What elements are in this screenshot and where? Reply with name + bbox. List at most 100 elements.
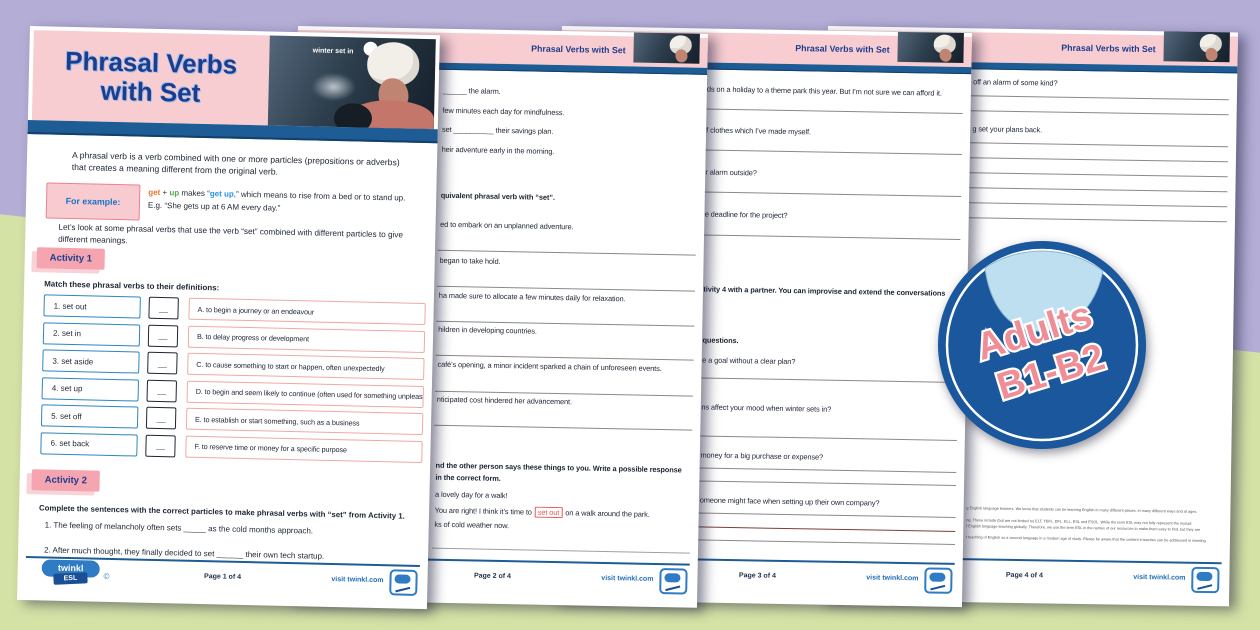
match-row: 3. set aside __ C. to cause something to s… — [42, 349, 425, 381]
worksheet-line: nticipated cost hindered her advancement… — [436, 394, 573, 407]
page-title: Phrasal Verbs with Set — [32, 46, 269, 110]
example-tail: ,” which means to rise from a bed or to … — [233, 189, 406, 203]
answer-line — [969, 202, 1228, 208]
activity2-instruction: Complete the sentences with the correct … — [38, 503, 405, 521]
twinkl-badge-logo — [1191, 566, 1220, 594]
match-row: 1. set out __ A. to begin a journey or an … — [43, 294, 426, 326]
answer-blank-box[interactable]: __ — [145, 434, 176, 457]
definition-box: E. to establish or start something, such… — [185, 407, 424, 436]
answer-line — [703, 149, 962, 155]
activity2-badge: Activity 2 — [31, 469, 101, 492]
fine-print: t teaching of English as a second langua… — [965, 535, 1206, 543]
answer-blank-box[interactable]: __ — [145, 406, 177, 430]
twinkl-badge-logo — [659, 568, 688, 595]
pencil-icon — [1197, 584, 1213, 590]
phrasal-verb-box: 1. set out — [43, 294, 141, 319]
answer-line — [698, 480, 957, 486]
twinkl-cloud-icon — [929, 572, 946, 582]
definition-box: C. to cause something to start or happen… — [187, 352, 425, 381]
worksheet-line: tivity 4 with a partner. You can improvi… — [703, 284, 946, 298]
worksheet-line: ha made sure to allocate a few minutes d… — [438, 290, 626, 304]
level-badge-sticker: Adults B1-B2 — [938, 241, 1146, 449]
answer-line — [970, 142, 1229, 148]
answer-line — [437, 249, 696, 256]
title-line-2: with Set — [100, 75, 201, 108]
worksheet-line: e deadline for the project? — [704, 209, 788, 220]
worksheet-line: omeone might face when setting up their … — [699, 495, 880, 508]
worksheet-line: began to take hold. — [439, 255, 501, 266]
twinkl-badge-logo — [924, 567, 953, 594]
worksheet-line: ed to embark on an unplanned adventure. — [440, 219, 574, 232]
answer-line — [434, 424, 693, 431]
worksheet-line: café’s opening, a minor incident sparked… — [437, 359, 662, 374]
title-line-1: Phrasal Verbs — [64, 45, 238, 80]
winter-photo: winter set in — [267, 35, 436, 130]
answer-blank-box[interactable]: __ — [148, 296, 179, 320]
phrasal-verb-box: 2. set in — [42, 321, 141, 347]
answer-line — [697, 512, 956, 518]
worksheet-line: r alarm outside? — [705, 167, 757, 178]
level-badge: Adults B1-B2 — [933, 230, 1151, 452]
answer-blank-box[interactable]: __ — [147, 324, 179, 347]
matching-exercise: 1. set out __ A. to begin a journey or an … — [40, 294, 426, 468]
lead-text: Let’s look at some phrasal verbs that us… — [58, 222, 404, 246]
worksheet-line: ______ the alarm. — [442, 85, 501, 96]
worksheet-line: questions. — [702, 335, 739, 346]
phrasal-verb-box: 4. set up — [41, 376, 140, 402]
twinkl-cloud-icon — [1196, 571, 1213, 582]
pencil-icon — [665, 585, 681, 592]
worksheet-line: set __________ their savings plan. — [441, 124, 554, 136]
example-mid: makes “ — [179, 188, 210, 199]
fine-print: g English language learners. We know tha… — [966, 506, 1198, 514]
answer-line — [969, 172, 1228, 178]
worksheet-line: quivalent phrasal verb with “set”. — [440, 190, 555, 202]
worksheet-line: a lovely day for a walk! — [434, 489, 508, 501]
answer-line — [703, 191, 962, 197]
answer-line — [704, 108, 963, 115]
visit-link[interactable]: visit twinkl.com — [601, 574, 654, 583]
answer-blank-box[interactable]: __ — [146, 379, 178, 402]
worksheet-line: in the correct form. — [435, 472, 501, 483]
activity1-instruction: Match these phrasal verbs to their defin… — [44, 279, 220, 293]
match-row: 4. set up __ D. to begin and seem likely t… — [41, 376, 424, 408]
definition-box: A. to begin a journey or an endeavour — [188, 297, 426, 326]
answer-line — [970, 95, 1229, 101]
visit-link[interactable]: visit twinkl.com — [1133, 573, 1186, 582]
activity1-badge: Activity 1 — [36, 247, 106, 270]
worksheet-line: You are right! I think it’s time to set … — [434, 505, 650, 519]
worksheet-line: ns affect your mood when winter sets in? — [701, 402, 832, 414]
match-row: 5. set off __ E. to establish or start som… — [40, 404, 424, 436]
example-get: get — [148, 187, 161, 197]
answer-line — [970, 110, 1229, 116]
answer-chip: set out — [534, 506, 563, 519]
definition-box: F. to reserve time or money for a specif… — [185, 435, 423, 463]
worksheet-line: money for a big purchase or expense? — [700, 450, 824, 462]
answer-line — [702, 234, 961, 240]
match-row: 6. set back __ F. to reserve time or money… — [40, 431, 423, 463]
photo-caption: winter set in — [312, 47, 354, 56]
answer-line — [699, 377, 958, 383]
definition-box: D. to begin and seem likely to continue … — [186, 380, 424, 408]
definition-box: B. to delay progress or development — [187, 325, 426, 353]
answer-line — [697, 526, 956, 532]
worksheet-line: ds on a holiday to a theme park this yea… — [706, 84, 942, 98]
worksheet-line: e a goal without a clear plan? — [702, 355, 796, 367]
visit-link[interactable]: visit twinkl.com — [331, 575, 384, 585]
for-example-box: For example: — [45, 182, 141, 221]
answer-line — [969, 187, 1228, 193]
worksheet-line: ks of cold weather now. — [434, 519, 510, 531]
example-text: get + up makes “get up,” which means to … — [148, 187, 425, 219]
answer-line — [698, 435, 957, 441]
twinkl-cloud-icon — [664, 573, 681, 583]
breath-mist — [311, 72, 357, 102]
visit-link[interactable]: visit twinkl.com — [866, 574, 919, 583]
answer-line — [969, 157, 1228, 163]
worksheet-line: g set your plans back. — [972, 124, 1043, 135]
worksheet-line: hildren in developing countries. — [438, 324, 537, 336]
example-up: up — [169, 188, 180, 198]
worksheet-line: off an alarm of some kind? — [973, 77, 1058, 88]
answer-blank-box[interactable]: __ — [147, 351, 178, 375]
example-eg: E.g. “She gets up at 6 AM every day.” — [147, 200, 281, 213]
phrasal-verb-box: 3. set aside — [42, 349, 140, 374]
